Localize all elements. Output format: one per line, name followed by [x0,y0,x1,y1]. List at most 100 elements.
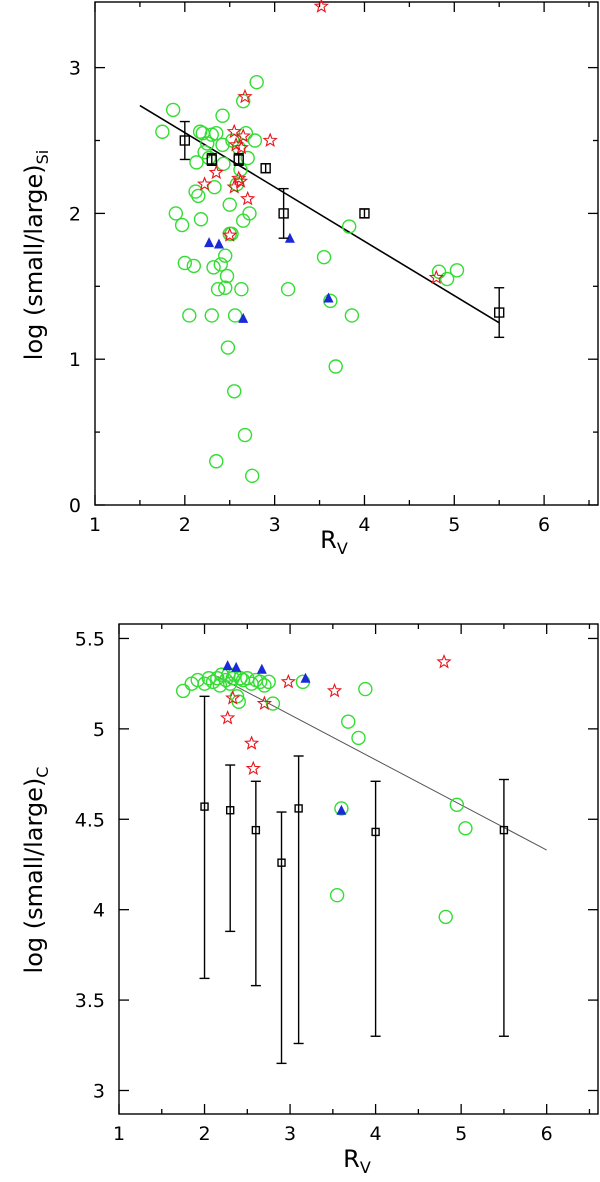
star-point [245,760,261,776]
circle-point [200,136,215,151]
circle-point [188,184,203,199]
circle-point [215,137,230,153]
star-point [231,170,247,185]
y-tick-label: 1 [69,349,81,371]
triangle-point [213,238,224,249]
circle-point [238,126,254,141]
circle-point [341,714,356,729]
square-point [233,154,244,165]
circle-point [210,282,226,297]
square-point [371,827,380,837]
star-point [243,735,260,750]
square-point [260,163,271,174]
circle-markers-bottom [175,667,473,925]
star-point [240,190,256,206]
plot-frame-bottom [118,623,599,1115]
triangle-point [238,312,249,323]
x-axis-label-top: RV [320,526,348,558]
triangle-point [231,661,242,672]
square-point [278,208,289,219]
circle-point [438,909,453,925]
star-point [220,710,236,725]
y-tick-label: 3 [93,1080,105,1102]
circle-point [261,674,276,690]
triangle-markers-bottom [222,660,347,815]
triangle-point [323,292,334,303]
circle-point [190,672,205,688]
plot-frame-top [94,1,599,506]
star-markers-top [196,0,444,285]
square-point [277,858,286,867]
circle-point [175,683,191,699]
triangle-point [204,237,215,248]
star-point [436,653,452,669]
star-point [262,132,278,147]
circle-point [242,206,257,221]
square-point [225,806,235,815]
circle-point [222,197,237,212]
y-tick-label: 4 [93,900,105,922]
circle-point [227,308,243,323]
circle-point [237,427,253,443]
circle-point [177,255,193,271]
y-tick-label: 5.5 [75,628,105,650]
star-point [226,123,242,139]
x-tick-label: 5 [448,514,460,536]
circle-point [186,258,202,274]
circle-point [155,124,170,139]
circle-point [257,678,272,693]
y-tick-label: 3 [69,58,81,80]
circle-point [219,268,235,284]
circle-point [344,308,360,323]
star-point [235,128,251,143]
x-tick-label: 3 [284,1123,296,1145]
circle-point [227,384,242,399]
panel-bottom: 1 2 3 4 5 6 3 3.5 4 4.5 5 5.5 RV log (small/large)C [20,623,599,1177]
square-point [294,804,303,813]
star-point [326,682,343,698]
circle-point [431,264,447,279]
x-tick-label: 1 [113,1123,125,1145]
circle-point [316,249,332,265]
fit-line-bottom [217,675,547,851]
circle-point [323,293,338,309]
star-point [208,164,224,180]
circle-point [341,219,357,234]
circle-point [168,206,184,221]
square-point [359,208,370,219]
x-tick-label: 6 [538,514,550,536]
fit-line [139,104,500,324]
circle-point [218,248,233,263]
circle-point [449,263,465,278]
circle-point [240,150,255,166]
circle-point [209,454,224,469]
y-tick-label: 2 [69,203,81,225]
square-point [251,825,261,835]
circle-point [234,282,249,297]
fit-line [217,675,547,851]
circle-point [218,280,233,295]
star-point [313,0,329,13]
circle-point [201,671,217,686]
star-point [428,269,444,285]
circle-point [216,156,231,172]
circle-point [204,308,219,323]
grid-ticks-top [94,2,598,506]
x-tick-label: 6 [541,1123,553,1145]
triangle-point [222,660,233,671]
y-axis-label-top: log (small/large)Si [20,150,52,360]
y-tick-label: 3.5 [75,990,105,1012]
star-point [237,88,253,104]
circle-point [209,126,224,141]
circle-point [280,282,296,297]
star-point [280,673,296,689]
triangle-point [256,663,267,674]
circle-point [182,308,197,323]
circle-point [265,696,281,711]
triangle-point [336,804,347,815]
square-markers-bottom [199,695,509,1065]
circle-markers-top [155,74,465,484]
